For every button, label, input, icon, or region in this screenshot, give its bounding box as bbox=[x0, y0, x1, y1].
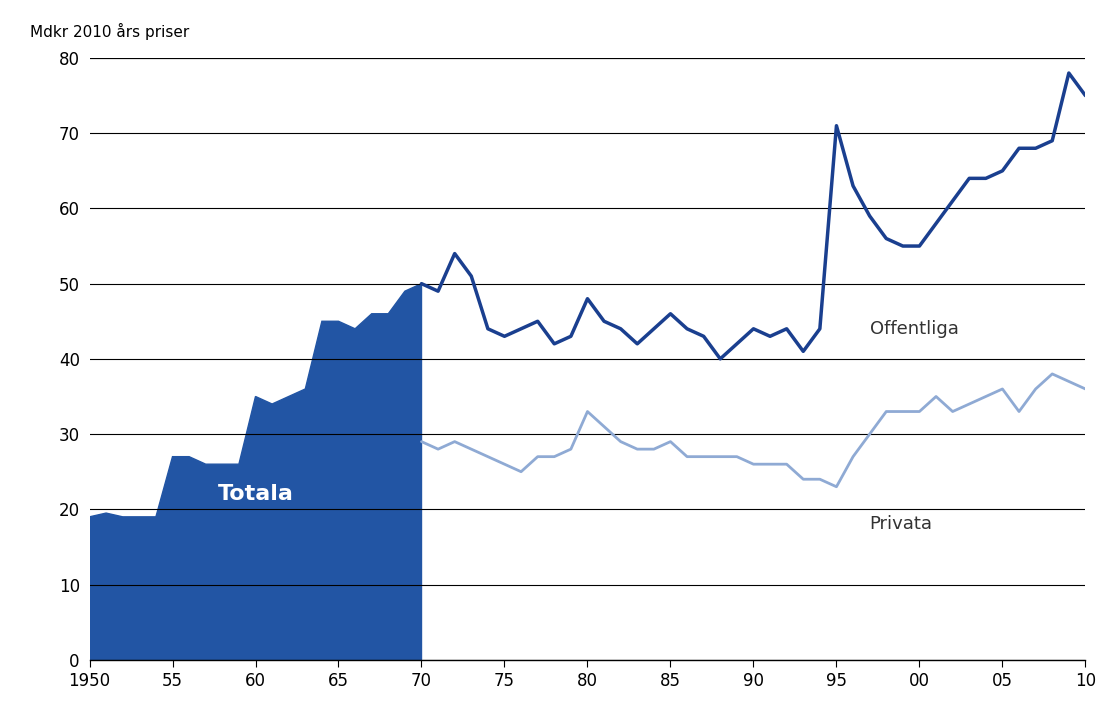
Text: Privata: Privata bbox=[869, 515, 932, 534]
Polygon shape bbox=[90, 283, 422, 660]
Text: Offentliga: Offentliga bbox=[869, 320, 959, 338]
Text: Mdkr 2010 års priser: Mdkr 2010 års priser bbox=[30, 23, 189, 40]
Text: Totala: Totala bbox=[217, 484, 293, 505]
